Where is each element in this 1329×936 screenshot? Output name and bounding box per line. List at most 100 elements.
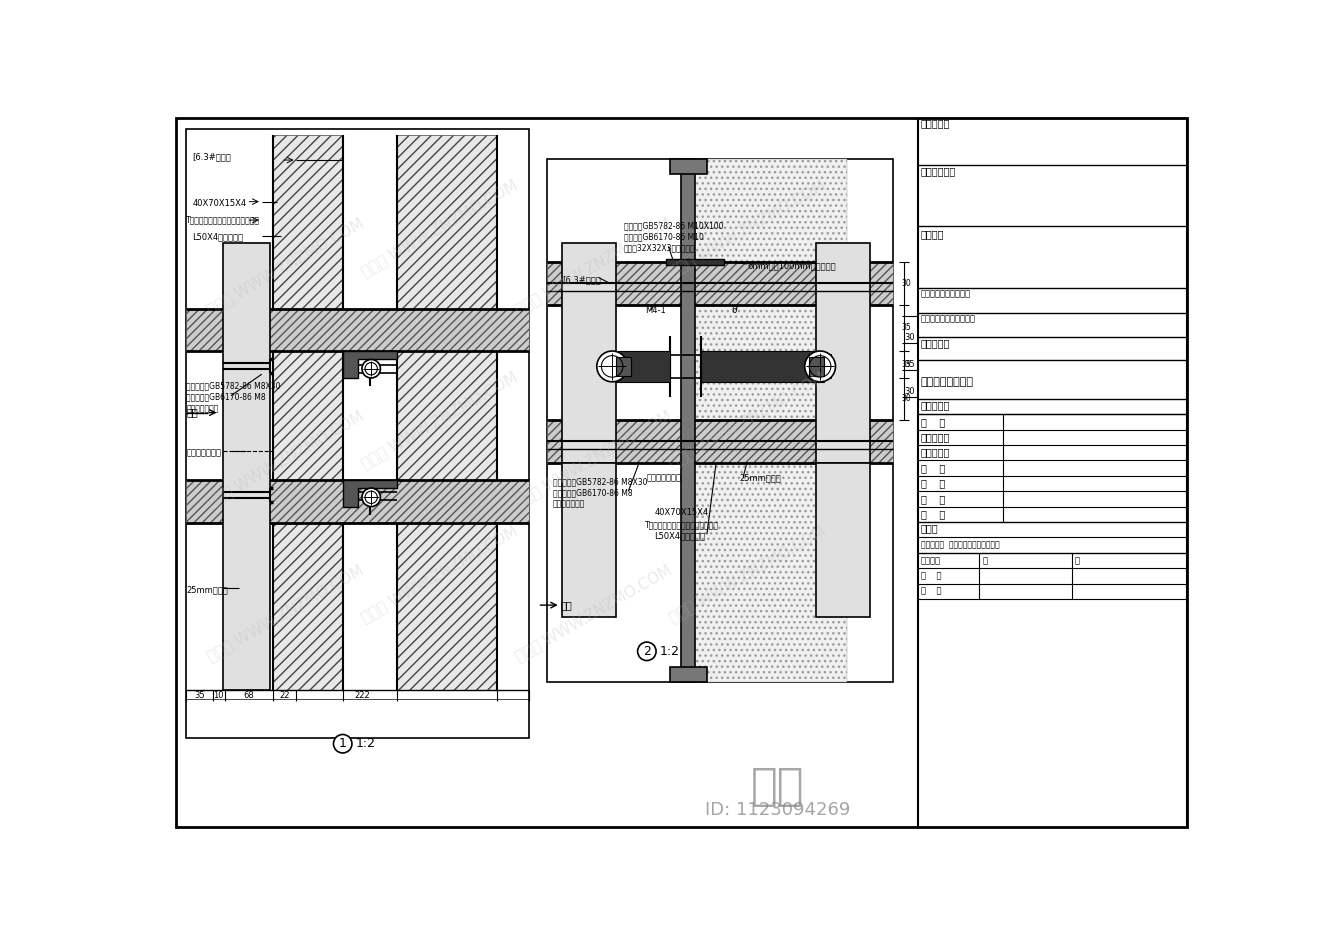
Bar xyxy=(546,420,893,462)
Text: 工程编号: 工程编号 xyxy=(921,556,941,565)
Bar xyxy=(396,136,497,690)
Text: 知末网 WWW.ZNZMO.COM: 知末网 WWW.ZNZMO.COM xyxy=(205,215,365,317)
Polygon shape xyxy=(700,351,824,382)
Text: 知末网 WWW.ZNZMO.COM: 知末网 WWW.ZNZMO.COM xyxy=(512,562,674,664)
Bar xyxy=(186,309,529,351)
Text: 图    号: 图 号 xyxy=(921,571,941,580)
Text: 图名：: 图名： xyxy=(921,523,938,534)
Text: 制    图: 制 图 xyxy=(921,509,945,519)
Bar xyxy=(562,243,617,462)
Text: 室外: 室外 xyxy=(186,407,198,417)
Text: 不锈钢螺栓GB5782-86 M8X30: 不锈钢螺栓GB5782-86 M8X30 xyxy=(186,381,280,390)
Bar xyxy=(682,158,695,682)
Text: 干挂石材幕墙工程: 干挂石材幕墙工程 xyxy=(921,377,974,387)
Text: 工程名称：: 工程名称： xyxy=(921,338,950,348)
Text: 知末网 WWW.ZNZMO.COM: 知末网 WWW.ZNZMO.COM xyxy=(512,215,674,317)
Text: 2: 2 xyxy=(643,645,651,658)
Text: M4-1: M4-1 xyxy=(646,306,666,315)
Text: 35: 35 xyxy=(194,692,205,700)
Text: 35: 35 xyxy=(904,360,914,370)
Text: 不锈钢螺母GB6170-86 M8: 不锈钢螺母GB6170-86 M8 xyxy=(553,489,633,497)
Circle shape xyxy=(334,735,352,753)
Text: 知末: 知末 xyxy=(751,765,804,808)
Bar xyxy=(223,243,270,690)
Bar xyxy=(186,480,529,522)
Text: 设    计: 设 计 xyxy=(921,494,945,504)
Text: 知末网 WWW.ZNZMO.COM: 知末网 WWW.ZNZMO.COM xyxy=(358,523,520,625)
Text: 施工图审查批准单位：: 施工图审查批准单位： xyxy=(921,289,971,299)
Polygon shape xyxy=(617,358,631,375)
Text: 知末网 WWW.ZNZMO.COM: 知末网 WWW.ZNZMO.COM xyxy=(358,177,520,279)
Circle shape xyxy=(638,642,657,661)
Text: 密封胶，填充料: 密封胶，填充料 xyxy=(647,474,682,483)
Text: 1:2: 1:2 xyxy=(661,645,680,658)
Bar xyxy=(666,258,724,265)
Text: 25mm厚石材: 25mm厚石材 xyxy=(739,474,781,483)
Text: 6: 6 xyxy=(731,306,736,315)
Bar xyxy=(546,262,893,305)
Text: 校    对: 校 对 xyxy=(921,478,945,489)
Text: 知末网 WWW.ZNZMO.COM: 知末网 WWW.ZNZMO.COM xyxy=(512,408,674,510)
Text: L50X4热镀锌角钢: L50X4热镀锌角钢 xyxy=(193,232,243,241)
Circle shape xyxy=(361,359,380,378)
Bar xyxy=(562,462,617,617)
Text: ID: 1123094269: ID: 1123094269 xyxy=(706,801,851,819)
Text: 执业章：: 执业章： xyxy=(921,229,945,239)
Text: 方垫片32X32X3，弹簧垫片: 方垫片32X32X3，弹簧垫片 xyxy=(623,243,695,253)
Circle shape xyxy=(597,351,627,382)
Text: [6.3#热镀锌: [6.3#热镀锌 xyxy=(193,153,231,162)
Bar xyxy=(670,158,707,174)
Text: 30: 30 xyxy=(901,394,910,403)
Text: 22: 22 xyxy=(279,692,290,700)
Text: 6mm厚，100mm宽封口钢板: 6mm厚，100mm宽封口钢板 xyxy=(747,262,836,271)
Text: 知末网 WWW.ZNZMO.COM: 知末网 WWW.ZNZMO.COM xyxy=(666,177,828,279)
Text: 35: 35 xyxy=(901,359,910,369)
Text: 不锈钢螺栓GB5782-86 M8X30: 不锈钢螺栓GB5782-86 M8X30 xyxy=(553,477,647,487)
Text: 垫片，弹簧垫片: 垫片，弹簧垫片 xyxy=(186,404,219,414)
Text: 知末网 WWW.ZNZMO.COM: 知末网 WWW.ZNZMO.COM xyxy=(358,370,520,472)
Text: 单位名称：: 单位名称： xyxy=(921,118,950,128)
Text: 审    定: 审 定 xyxy=(921,417,945,427)
Text: 专业负责人: 专业负责人 xyxy=(921,447,950,458)
Bar xyxy=(186,129,529,738)
Bar xyxy=(670,666,707,682)
Text: 室外: 室外 xyxy=(561,600,573,610)
Text: 30: 30 xyxy=(904,333,914,343)
Text: [6.3#热镀锌: [6.3#热镀锌 xyxy=(562,276,601,285)
Text: 40X70X15X4: 40X70X15X4 xyxy=(193,198,247,208)
Text: 知末网 WWW.ZNZMO.COM: 知末网 WWW.ZNZMO.COM xyxy=(666,370,828,472)
Text: 知末网 WWW.ZNZMO.COM: 知末网 WWW.ZNZMO.COM xyxy=(666,523,828,625)
Text: 知末网 WWW.ZNZMO.COM: 知末网 WWW.ZNZMO.COM xyxy=(205,408,365,510)
Text: 日    期: 日 期 xyxy=(921,587,941,595)
Text: 68: 68 xyxy=(243,692,254,700)
Text: 30: 30 xyxy=(901,279,910,287)
Text: 镀锌螺栓GB5782-86 M10X100: 镀锌螺栓GB5782-86 M10X100 xyxy=(623,222,723,231)
Text: 干挂石材墙  幕墙节点标准节点大样图: 干挂石材墙 幕墙节点标准节点大样图 xyxy=(921,541,999,549)
Bar xyxy=(692,158,847,682)
Text: 图: 图 xyxy=(982,556,987,565)
Polygon shape xyxy=(808,358,824,375)
Text: 不锈钢螺母GB6170-86 M8: 不锈钢螺母GB6170-86 M8 xyxy=(186,393,266,402)
Bar xyxy=(816,243,870,462)
Text: 工程负责人: 工程负责人 xyxy=(921,432,950,442)
Text: 222: 222 xyxy=(354,692,369,700)
Polygon shape xyxy=(343,480,396,507)
Circle shape xyxy=(361,488,380,506)
Text: 40X70X15X4: 40X70X15X4 xyxy=(655,508,708,518)
Text: 1: 1 xyxy=(339,738,347,751)
Text: 图纸专用章：: 图纸专用章： xyxy=(921,166,957,176)
Text: 工: 工 xyxy=(1075,556,1080,565)
Bar xyxy=(546,158,893,682)
Text: T型不锈钢片（环氧树脂型结构胶）: T型不锈钢片（环氧树脂型结构胶） xyxy=(186,215,260,225)
Text: 10: 10 xyxy=(214,692,225,700)
Text: 建设单位：: 建设单位： xyxy=(921,400,950,410)
Text: 垫片，弹簧垫片: 垫片，弹簧垫片 xyxy=(553,499,585,508)
Text: 1:2: 1:2 xyxy=(356,738,376,751)
Text: 35: 35 xyxy=(901,324,910,332)
Polygon shape xyxy=(617,351,670,382)
Text: 密封胶，填充料: 密封胶，填充料 xyxy=(186,448,222,457)
Text: 镀锌螺母GB6170-86 M10: 镀锌螺母GB6170-86 M10 xyxy=(623,232,703,241)
Text: L50X4热镀锌角钢: L50X4热镀锌角钢 xyxy=(655,532,706,540)
Text: 知末网 WWW.ZNZMO.COM: 知末网 WWW.ZNZMO.COM xyxy=(205,562,365,664)
Text: 施工图审查合格书编号：: 施工图审查合格书编号： xyxy=(921,314,975,323)
